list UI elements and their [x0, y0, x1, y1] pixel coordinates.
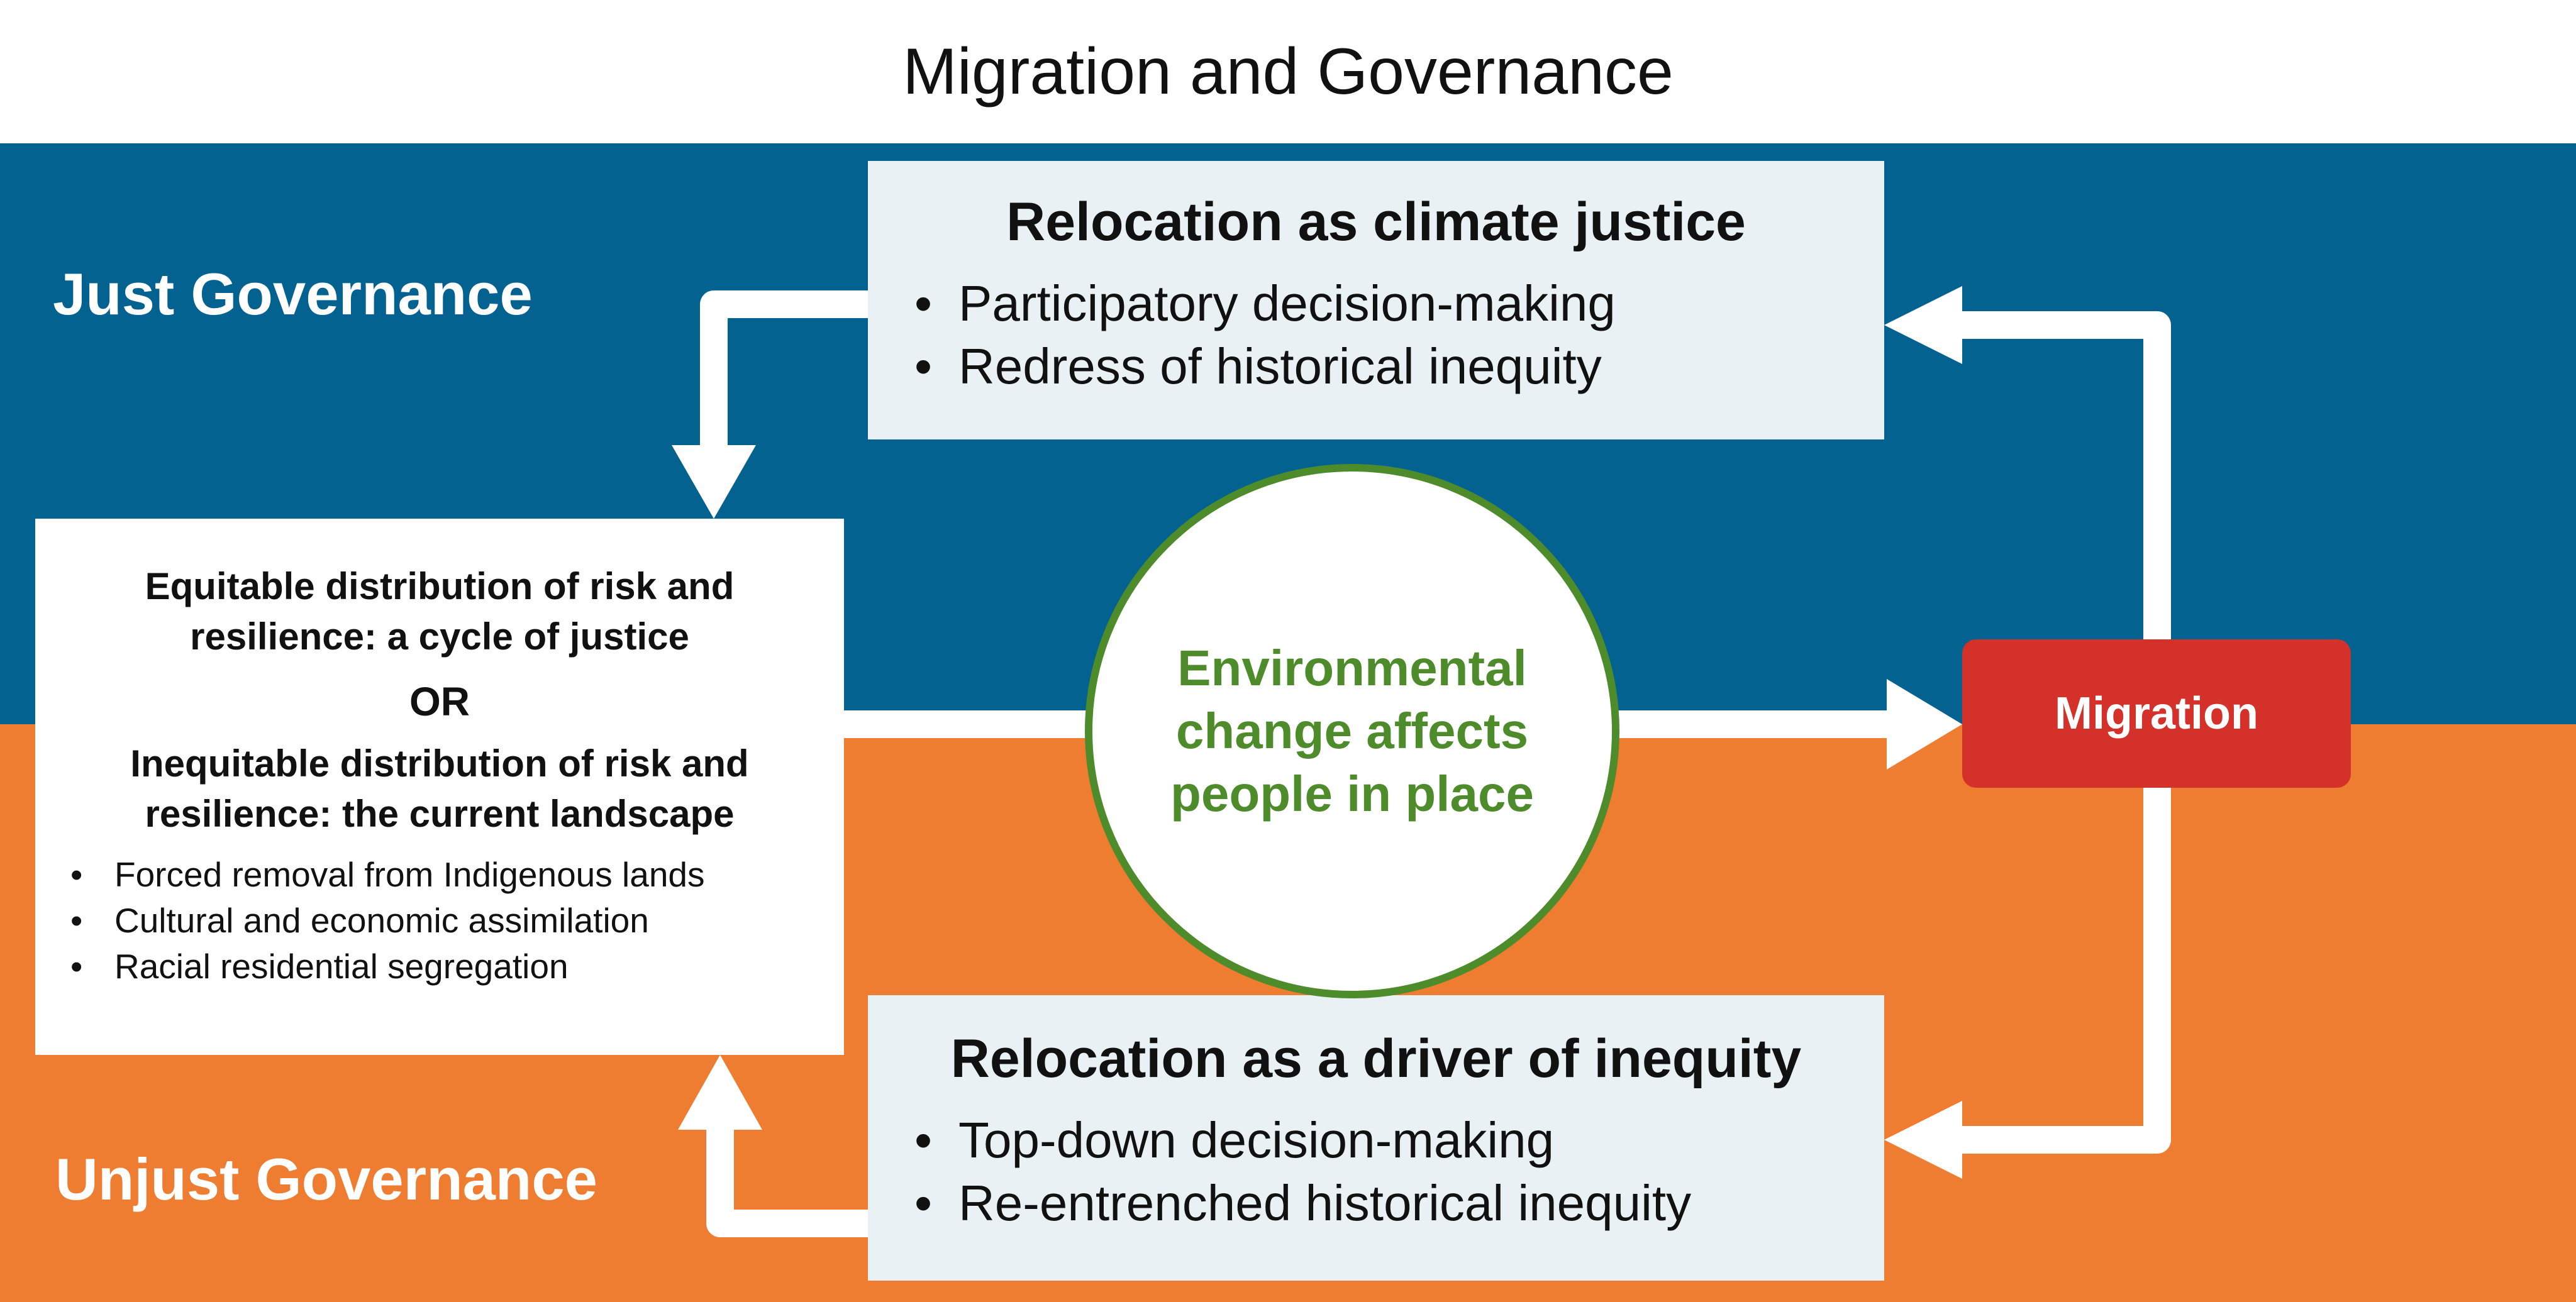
relocation-justice-title: Relocation as climate justice: [1006, 192, 1746, 252]
landscape-bullet: Racial residential segregation: [70, 944, 825, 990]
arrowhead-left-bottom: [1884, 1101, 1962, 1179]
environmental-change-circle: Environmental change affects people in p…: [1085, 464, 1619, 998]
relocation-inequity-title: Relocation as a driver of inequity: [950, 1029, 1802, 1089]
migration-label: Migration: [2055, 688, 2258, 739]
distribution-box: Equitable distribution of risk and resil…: [35, 519, 844, 1055]
arrow-justice-to-left-box: [700, 290, 868, 451]
justice-bullet: Redress of historical inequity: [914, 335, 1859, 398]
migration-box: Migration: [1962, 639, 2351, 788]
inequitable-distribution-heading: Inequitable distribution of risk and res…: [130, 742, 749, 835]
arrow-migration-to-inequity: [1950, 788, 2171, 1154]
just-governance-label: Just Governance: [53, 261, 533, 327]
environmental-change-text: Environmental change affects people in p…: [1170, 640, 1534, 822]
landscape-bullet: Forced removal from Indigenous lands: [70, 852, 825, 898]
arrowhead-right: [1887, 679, 1962, 770]
arrowhead-up: [678, 1055, 762, 1130]
inequity-bullet: Re-entrenched historical inequity: [914, 1172, 1859, 1235]
arrow-inequity-to-left-box: [706, 1122, 868, 1237]
relocation-climate-justice-box: Relocation as climate justice Participat…: [868, 161, 1884, 439]
relocation-inequity-box: Relocation as a driver of inequity Top-d…: [868, 995, 1884, 1281]
equitable-distribution-heading: Equitable distribution of risk and resil…: [145, 565, 735, 658]
or-label: OR: [409, 679, 470, 724]
inequity-bullet: Top-down decision-making: [914, 1109, 1859, 1172]
diagram-title: Migration and Governance: [902, 35, 1674, 108]
justice-bullet: Participatory decision-making: [914, 272, 1859, 335]
unjust-governance-label: Unjust Governance: [55, 1146, 597, 1212]
arrowhead-left-top: [1884, 286, 1962, 364]
arrow-migration-to-justice: [1950, 311, 2171, 639]
landscape-bullet: Cultural and economic assimilation: [70, 898, 825, 944]
arrowhead-down: [672, 445, 756, 519]
